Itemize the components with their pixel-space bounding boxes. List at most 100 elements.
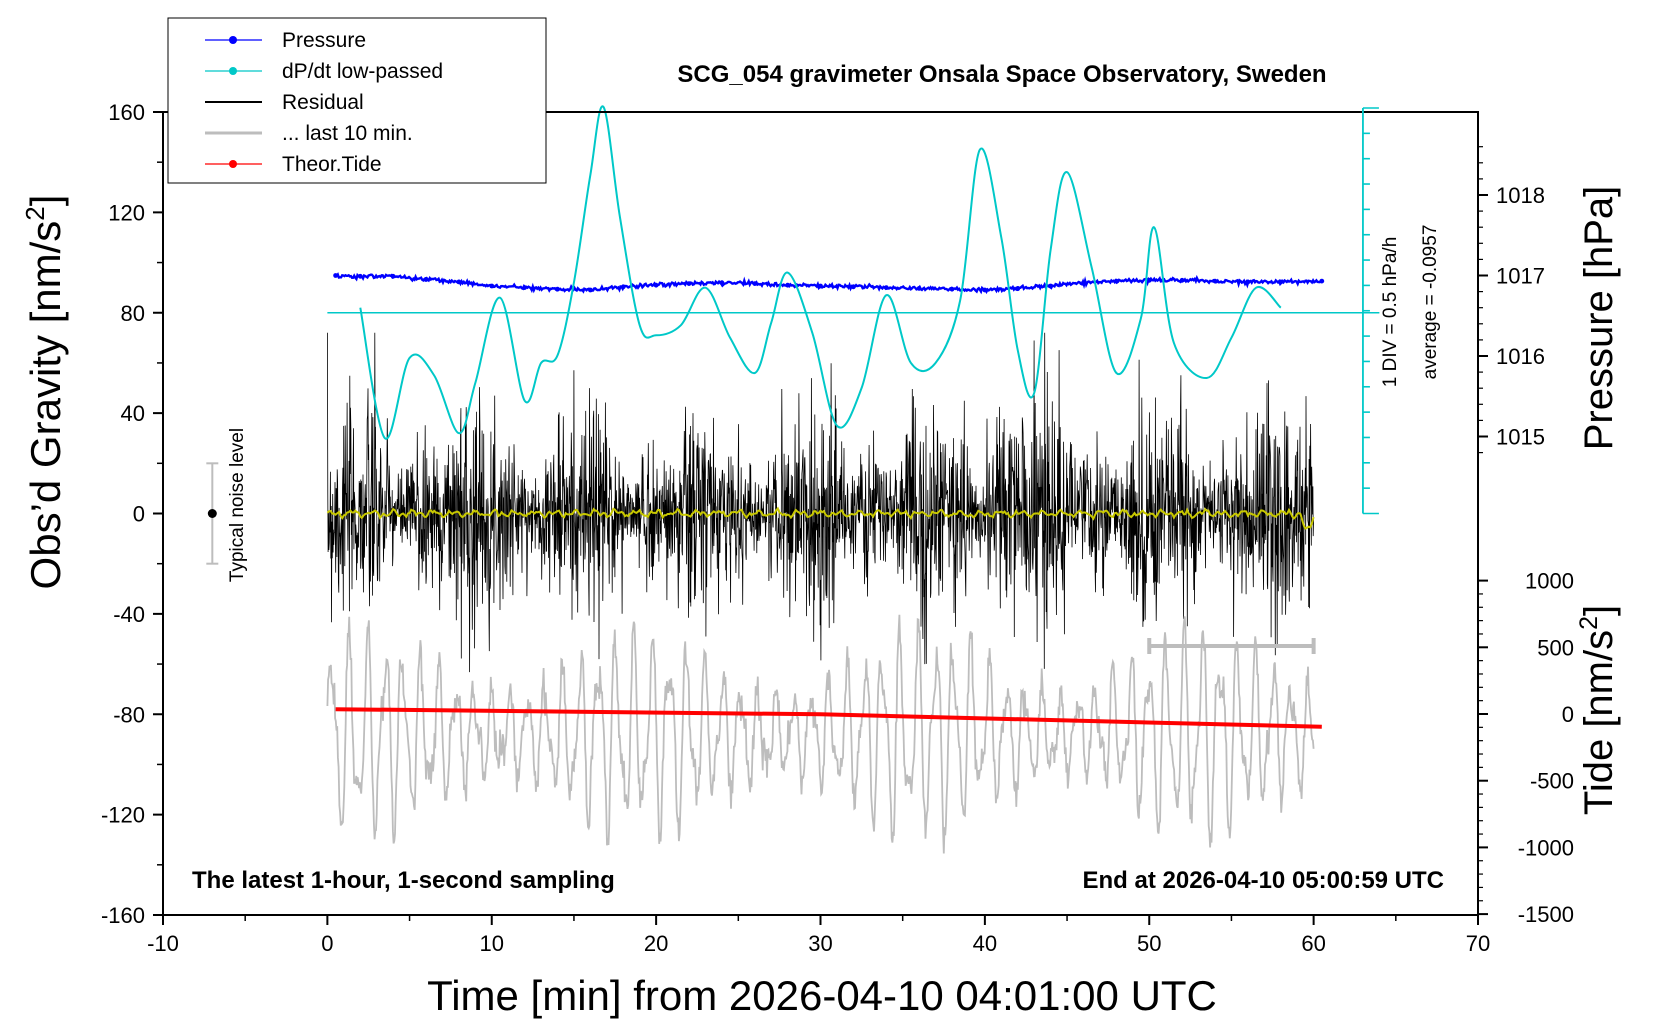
residual-line xyxy=(327,332,1314,673)
chart-title: SCG_054 gravimeter Onsala Space Observat… xyxy=(677,61,1326,88)
y-axis-left-title-close: ] xyxy=(22,195,69,207)
pressure-point xyxy=(1179,277,1185,283)
last-10-min-series xyxy=(326,614,1316,854)
y-tick-label: 40 xyxy=(121,401,145,426)
pressure-line xyxy=(334,272,1323,295)
pressure-point xyxy=(949,286,955,292)
pressure-point xyxy=(423,277,429,282)
x-tick-label: 40 xyxy=(973,931,997,956)
legend-label: ... last 10 min. xyxy=(282,122,413,145)
pressure-point xyxy=(851,284,856,290)
pressure-point xyxy=(489,283,495,289)
pressure-point xyxy=(686,281,692,286)
tide-tick-label: 0 xyxy=(1562,702,1574,727)
pressure-point xyxy=(333,273,338,278)
y-axis-left-title-text: Obs’d Gravity [nm/s xyxy=(22,221,69,590)
pressure-point xyxy=(752,281,758,286)
last-10-min-line xyxy=(326,614,1315,854)
theor-tide-line xyxy=(335,707,1322,729)
legend-label: Residual xyxy=(282,91,364,114)
legend-label: Pressure xyxy=(282,29,366,52)
pressure-point xyxy=(555,286,560,292)
pressure-point xyxy=(1278,279,1284,285)
pressure-point xyxy=(883,285,889,290)
x-tick-label: 60 xyxy=(1301,931,1325,956)
y-tick-label: -160 xyxy=(101,903,145,928)
x-tick-label: 70 xyxy=(1466,931,1490,956)
x-tick-label: -10 xyxy=(147,931,179,956)
legend-label: dP/dt low-passed xyxy=(282,60,443,83)
dpdt-line xyxy=(359,105,1282,440)
pressure-point xyxy=(390,273,396,279)
legend: Pressure dP/dt low-passed Residual ... last… xyxy=(167,17,547,184)
scale-bar-label-1: 1 DIV = 0.5 hPa/h xyxy=(1380,237,1401,388)
pressure-tick-label: 1015 xyxy=(1496,425,1545,450)
pressure-point xyxy=(357,273,363,279)
pressure-point xyxy=(1081,280,1086,286)
y-tick-label: 80 xyxy=(121,301,145,326)
tide-axis-title-text: Tide [nm/s xyxy=(1577,630,1621,815)
x-tick-label: 50 xyxy=(1137,931,1161,956)
pressure-point xyxy=(1212,278,1218,284)
dpdt-series xyxy=(327,105,1380,440)
pressure-point xyxy=(916,286,922,291)
y-tick-label: -40 xyxy=(113,602,145,627)
y-tick-label: 160 xyxy=(108,100,145,125)
annotations xyxy=(206,107,1379,565)
pressure-point xyxy=(1146,277,1152,283)
pressure-point xyxy=(1048,283,1053,289)
footer-left: The latest 1-hour, 1-second sampling xyxy=(192,867,615,894)
tide-tick-label: -500 xyxy=(1530,769,1574,794)
axis-ticks: -10 0 10 20 30 40 50 60 70 160 120 80 40 0 -40 -80 -120 -… xyxy=(101,100,1574,956)
pressure-point xyxy=(719,280,725,286)
tide-axis-title-close: ] xyxy=(1577,605,1621,616)
pressure-point xyxy=(1114,278,1119,284)
x-tick-label: 10 xyxy=(480,931,504,956)
tide-axis-title: Tide [nm/s2] xyxy=(1575,605,1621,815)
pressure-point xyxy=(456,279,462,285)
pressure-point xyxy=(588,287,593,293)
y-axis-left-title: Obs’d Gravity [nm/s2] xyxy=(20,195,69,590)
tide-tick-label: -1000 xyxy=(1518,835,1574,860)
legend-swatch-marker xyxy=(229,36,237,44)
tide-axis-title-sup: 2 xyxy=(1575,616,1603,630)
footer-right: End at 2026-04-10 05:00:59 UTC xyxy=(1083,867,1445,894)
pressure-point xyxy=(1015,286,1021,291)
y-tick-label: 0 xyxy=(133,502,145,527)
theor-tide-series xyxy=(335,707,1322,729)
pressure-point xyxy=(1245,279,1251,285)
residual-series xyxy=(326,332,1315,673)
x-tick-label: 30 xyxy=(808,931,832,956)
pressure-series xyxy=(333,272,1325,295)
x-tick-label: 0 xyxy=(321,931,333,956)
pressure-tick-label: 1018 xyxy=(1496,183,1545,208)
legend-label: Theor.Tide xyxy=(282,153,382,176)
legend-box xyxy=(167,17,547,184)
legend-swatch-marker xyxy=(229,67,237,75)
pressure-point xyxy=(982,287,988,293)
x-tick-label: 20 xyxy=(644,931,668,956)
tide-tick-label: 1000 xyxy=(1525,569,1574,594)
noise-level-label: Typical noise level xyxy=(227,428,248,582)
pressure-point xyxy=(620,284,626,290)
pressure-point xyxy=(653,282,659,288)
y-tick-label: -120 xyxy=(101,803,145,828)
x-axis-title: Time [min] from 2026-04-10 04:01:00 UTC xyxy=(427,972,1217,1019)
pressure-point xyxy=(818,283,823,289)
pressure-point xyxy=(785,282,790,288)
scale-bar-label-2: average = -0.0957 xyxy=(1420,225,1441,380)
legend-swatch-marker xyxy=(229,160,237,168)
pressure-axis-title: Pressure [hPa] xyxy=(1577,186,1621,451)
y-tick-label: 120 xyxy=(108,200,145,225)
tide-tick-label: -1500 xyxy=(1518,902,1574,927)
tide-tick-label: 500 xyxy=(1537,635,1574,660)
pressure-tick-label: 1017 xyxy=(1496,264,1545,289)
y-axis-left-title-sup: 2 xyxy=(20,206,50,220)
noise-bar-center xyxy=(207,509,217,518)
pressure-point xyxy=(1319,278,1325,284)
y-tick-label: -80 xyxy=(113,702,145,727)
smoothed-residual-line xyxy=(326,506,1315,530)
pressure-point xyxy=(522,285,527,290)
pressure-tick-label: 1016 xyxy=(1496,344,1545,369)
